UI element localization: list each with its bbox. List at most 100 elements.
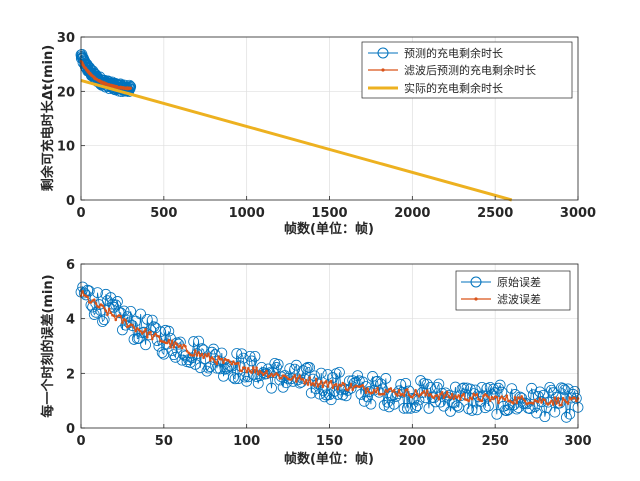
bottom-raw-point (242, 371, 254, 383)
bottom-x-tick-label: 150 (316, 434, 343, 449)
top-legend-label-2: 滤波后预测的充电剩余时长 (404, 63, 536, 77)
bottom-filtered-point (215, 362, 219, 366)
bottom-filtered-point (424, 393, 427, 397)
top-y-tick-label: 30 (57, 31, 75, 46)
bottom-filtered-point (157, 335, 161, 338)
bottom-legend-entry-2: 滤波误差 (461, 292, 541, 306)
bottom-filtered-point (346, 388, 350, 392)
bottom-filtered-point (575, 399, 578, 403)
bottom-filtered-point (81, 290, 84, 293)
bottom-raw-point (380, 373, 392, 384)
bottom-filtered-point (536, 400, 540, 404)
bottom-filtered-point (321, 385, 325, 389)
bottom-filtered-point (459, 397, 462, 401)
bottom-raw-point (203, 362, 214, 374)
bottom-filtered-point (131, 323, 134, 327)
bottom-filtered-point (217, 355, 220, 358)
bottom-y-axis-label: 每一个时刻的误差(min) (40, 274, 56, 417)
bottom-filtered-point (150, 337, 154, 341)
bottom-filtered-point (92, 298, 96, 301)
bottom-raw-point (118, 305, 130, 317)
bottom-raw-point (209, 349, 221, 360)
bottom-filtered-point (555, 402, 558, 405)
top-legend-label-3: 实际的充电剩余时长 (404, 81, 503, 95)
bottom-legend-entry-1: 原始误差 (461, 275, 541, 289)
bottom-raw-point (401, 402, 413, 414)
bottom-raw-point (466, 404, 478, 416)
bottom-raw-point (97, 316, 108, 327)
bottom-raw-point (423, 402, 435, 414)
bottom-y-tick-label: 6 (66, 258, 75, 273)
bottom-filtered-point (490, 395, 494, 399)
bottom-filtered-point (480, 399, 484, 403)
bottom-filtered-point (417, 395, 421, 398)
bottom-filtered-point (134, 329, 137, 333)
bottom-filtered-point (124, 319, 128, 322)
bottom-filtered-point (89, 301, 93, 304)
bottom-filtered-point (250, 371, 253, 374)
bottom-filtered-point (505, 394, 509, 398)
bottom-filtered-point (339, 384, 343, 387)
bottom-filtered-point (94, 302, 98, 305)
bottom-filtered-point (258, 369, 262, 373)
bottom-raw-point (483, 400, 494, 412)
bottom-filtered-point (172, 345, 176, 349)
bottom-filtered-point (546, 403, 550, 406)
bottom-filtered-point (406, 388, 409, 391)
bottom-raw-point (223, 361, 234, 373)
bottom-series (75, 281, 584, 423)
bottom-filtered-point (208, 359, 212, 362)
bottom-filtered-point (437, 397, 441, 401)
bottom-filtered-point (245, 370, 248, 374)
legend-marker-icon (470, 276, 482, 288)
bottom-filtered-point (462, 392, 465, 396)
bottom-raw-point (557, 383, 569, 394)
bottom-filtered-point (561, 396, 565, 400)
bottom-filtered-point (222, 361, 225, 365)
top-x-axis-label: 帧数(单位：帧) (284, 221, 374, 237)
bottom-raw-point (85, 299, 97, 311)
bottom-filtered-point (227, 359, 230, 362)
bottom-filtered-point (141, 332, 144, 335)
bottom-filtered-point (112, 314, 116, 318)
bottom-filtered-point (167, 338, 171, 342)
bottom-raw-point (433, 378, 445, 390)
bottom-filtered-point (114, 318, 118, 322)
bottom-filtered-point (194, 349, 197, 352)
top-raw-point (125, 81, 137, 93)
bottom-filtered-point (416, 392, 419, 396)
bottom-filtered-point (195, 354, 199, 357)
bottom-filtered-point (445, 390, 449, 394)
bottom-raw-point (112, 296, 123, 307)
bottom-raw-point (418, 378, 430, 389)
bottom-filtered-point (503, 398, 507, 402)
bottom-raw-point (355, 388, 367, 400)
bottom-filtered-point (295, 380, 298, 383)
bottom-filtered-point (402, 394, 406, 398)
bottom-raw-point (163, 325, 175, 337)
bottom-filtered-point (362, 387, 366, 390)
bottom-filtered-point (553, 396, 557, 400)
bottom-raw-point (92, 287, 103, 299)
bottom-raw-point (155, 326, 166, 338)
bottom-filtered-point (247, 366, 250, 370)
bottom-filtered-point (251, 366, 255, 369)
bottom-filtered-point (396, 394, 399, 397)
bottom-filtered-point (255, 366, 258, 370)
bottom-filtered-point (290, 378, 293, 381)
bottom-raw-point (451, 400, 463, 412)
bottom-x-ticks: 0 50 100 150 200 250 300 (76, 424, 592, 449)
bottom-filtered-point (169, 345, 172, 349)
bottom-filtered-point (452, 397, 456, 401)
bottom-y-tick-label: 2 (66, 367, 75, 382)
bottom-raw-point (176, 354, 188, 366)
bottom-filtered-point (343, 382, 346, 386)
bottom-filtered-point (326, 385, 330, 388)
bottom-filtered-point (498, 396, 502, 400)
bottom-filtered-point (293, 373, 297, 377)
bottom-raw-point (315, 367, 327, 379)
bottom-filtered-point (351, 388, 354, 392)
bottom-filtered-point (187, 351, 190, 355)
bottom-filtered-point (440, 391, 444, 394)
bottom-raw-point (411, 400, 423, 411)
